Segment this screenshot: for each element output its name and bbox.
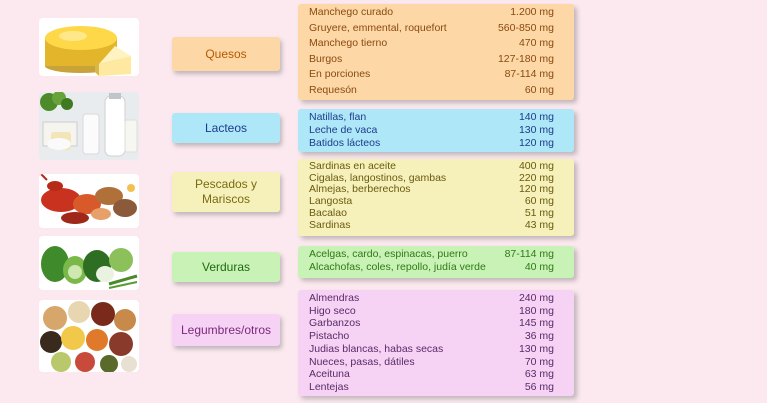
item-name: Almejas, berberechos xyxy=(309,183,411,196)
cheese-image xyxy=(39,18,139,76)
item-value: 60 mg xyxy=(524,83,554,96)
item-value: 470 mg xyxy=(518,37,554,50)
item-value: 43 mg xyxy=(524,218,554,231)
item-value: 120 mg xyxy=(518,136,554,149)
item-name: Almendras xyxy=(309,292,360,304)
table-row: Requesón 60 mg xyxy=(309,83,554,99)
item-value: 36 mg xyxy=(524,330,554,343)
item-value: 240 mg xyxy=(518,292,554,304)
table-row: Almendras 240 mg xyxy=(309,292,554,305)
item-value: 60 mg xyxy=(524,195,554,208)
item-name: Manchego tierno xyxy=(309,37,388,50)
table-row: Sardinas 43 mg xyxy=(309,218,554,232)
table-row: Batidos lácteos 120 mg xyxy=(309,137,554,150)
item-name: Bacalao xyxy=(309,206,347,219)
item-name: Leche de vaca xyxy=(309,123,378,136)
item-name: Gruyere, emmental, roquefort xyxy=(309,21,447,34)
category-pescados-label-line2: Mariscos xyxy=(201,192,250,206)
item-name: Higo seco xyxy=(309,304,356,317)
item-value: 51 mg xyxy=(524,206,554,219)
table-row: Gruyere, emmental, roquefort 560-850 mg xyxy=(309,21,554,37)
item-value: 63 mg xyxy=(524,368,554,381)
seafood-image xyxy=(39,174,139,228)
table-row: En porciones 87-114 mg xyxy=(309,67,554,83)
dairy-image xyxy=(39,92,139,160)
item-name: Nueces, pasas, dátiles xyxy=(309,355,415,368)
item-name: Judias blancas, habas secas xyxy=(309,342,444,355)
table-row: Sardinas en aceite 400 mg xyxy=(309,160,554,173)
table-row: Lentejas 56 mg xyxy=(309,381,554,394)
item-name: Sardinas en aceite xyxy=(309,160,396,172)
item-name: Alcachofas, coles, repollo, judía verde xyxy=(309,260,486,273)
item-name: Acelgas, cardo, espinacas, puerro xyxy=(309,248,468,260)
table-row: Acelgas, cardo, espinacas, puerro 87-114 … xyxy=(309,248,554,261)
table-row: Garbanzos 145 mg xyxy=(309,317,554,330)
item-name: Batidos lácteos xyxy=(309,136,381,149)
item-name: Natillas, flan xyxy=(309,111,367,123)
item-name: Burgos xyxy=(309,52,343,65)
table-row: Bacalao 51 mg xyxy=(309,206,554,220)
table-row: Higo seco 180 mg xyxy=(309,305,554,318)
legumbres-panel: Almendras 240 mg Higo seco 180 mg Garbanzo… xyxy=(298,290,574,396)
item-value: 87-114 mg xyxy=(504,68,554,81)
item-name: Garbanzos xyxy=(309,317,361,330)
item-value: 180 mg xyxy=(518,304,554,317)
verduras-panel: Acelgas, cardo, espinacas, puerro 87-114 … xyxy=(298,246,574,278)
legumes-image xyxy=(39,300,139,372)
table-row: Judias blancas, habas secas 130 mg xyxy=(309,343,554,356)
category-quesos-label: Quesos xyxy=(205,46,247,61)
category-legumbres-label: Legumbres/otros xyxy=(180,322,272,337)
table-row: Manchego tierno 470 mg xyxy=(309,36,554,52)
item-value: 400 mg xyxy=(518,160,554,172)
category-lacteos: Lacteos xyxy=(172,113,280,143)
table-row: Burgos 127-180 mg xyxy=(309,52,554,68)
table-row: Manchego curado 1.200 mg xyxy=(309,5,554,21)
item-value: 127-180 mg xyxy=(497,52,554,65)
lacteos-panel: Natillas, flan 140 mg Leche de vaca 130 mg… xyxy=(298,109,574,152)
item-name: En porciones xyxy=(309,68,371,81)
item-name: Manchego curado xyxy=(309,6,394,18)
item-value: 1.200 mg xyxy=(510,6,554,18)
category-pescados-label-line1: Pescados y xyxy=(194,177,258,191)
table-row: Aceituna 63 mg xyxy=(309,368,554,381)
vegetables-image xyxy=(39,236,139,290)
item-value: 220 mg xyxy=(518,171,554,184)
item-name: Cigalas, langostinos, gambas xyxy=(309,171,447,184)
item-value: 130 mg xyxy=(518,123,554,136)
table-row: Langosta 60 mg xyxy=(309,195,554,208)
item-name: Aceituna xyxy=(309,368,350,381)
table-row: Almejas, berberechos 120 mg xyxy=(309,184,554,196)
item-value: 130 mg xyxy=(518,342,554,355)
item-name: Langosta xyxy=(309,195,353,208)
item-name: Pistacho xyxy=(309,330,350,343)
item-value: 145 mg xyxy=(518,317,554,330)
category-quesos: Quesos xyxy=(172,37,280,71)
item-value: 70 mg xyxy=(524,355,554,368)
item-name: Lentejas xyxy=(309,380,349,393)
category-lacteos-label: Lacteos xyxy=(204,120,248,135)
category-pescados: Pescados y Mariscos xyxy=(172,172,280,212)
table-row: Alcachofas, coles, repollo, judía verde 4… xyxy=(309,261,554,274)
table-row: Nueces, pasas, dátiles 70 mg xyxy=(309,356,554,369)
item-value: 56 mg xyxy=(524,380,554,393)
item-name: Requesón xyxy=(309,83,357,96)
pescados-panel: Sardinas en aceite 400 mg Cigalas, langos… xyxy=(298,159,574,236)
table-row: Pistacho 36 mg xyxy=(309,330,554,343)
item-value: 560-850 mg xyxy=(497,21,554,34)
quesos-panel: Manchego curado 1.200 mg Gruyere, emmenta… xyxy=(298,4,574,100)
table-row: Natillas, flan 140 mg xyxy=(309,111,554,124)
item-value: 87-114 mg xyxy=(504,248,554,260)
item-name: Sardinas xyxy=(309,218,351,231)
category-verduras: Verduras xyxy=(172,252,280,282)
category-verduras-label: Verduras xyxy=(201,259,251,274)
table-row: Cigalas, langostinos, gambas 220 mg xyxy=(309,171,554,185)
category-legumbres: Legumbres/otros xyxy=(172,314,280,346)
table-row: Leche de vaca 130 mg xyxy=(309,124,554,137)
item-value: 120 mg xyxy=(518,183,554,196)
item-value: 40 mg xyxy=(524,260,554,273)
item-value: 140 mg xyxy=(518,111,554,123)
